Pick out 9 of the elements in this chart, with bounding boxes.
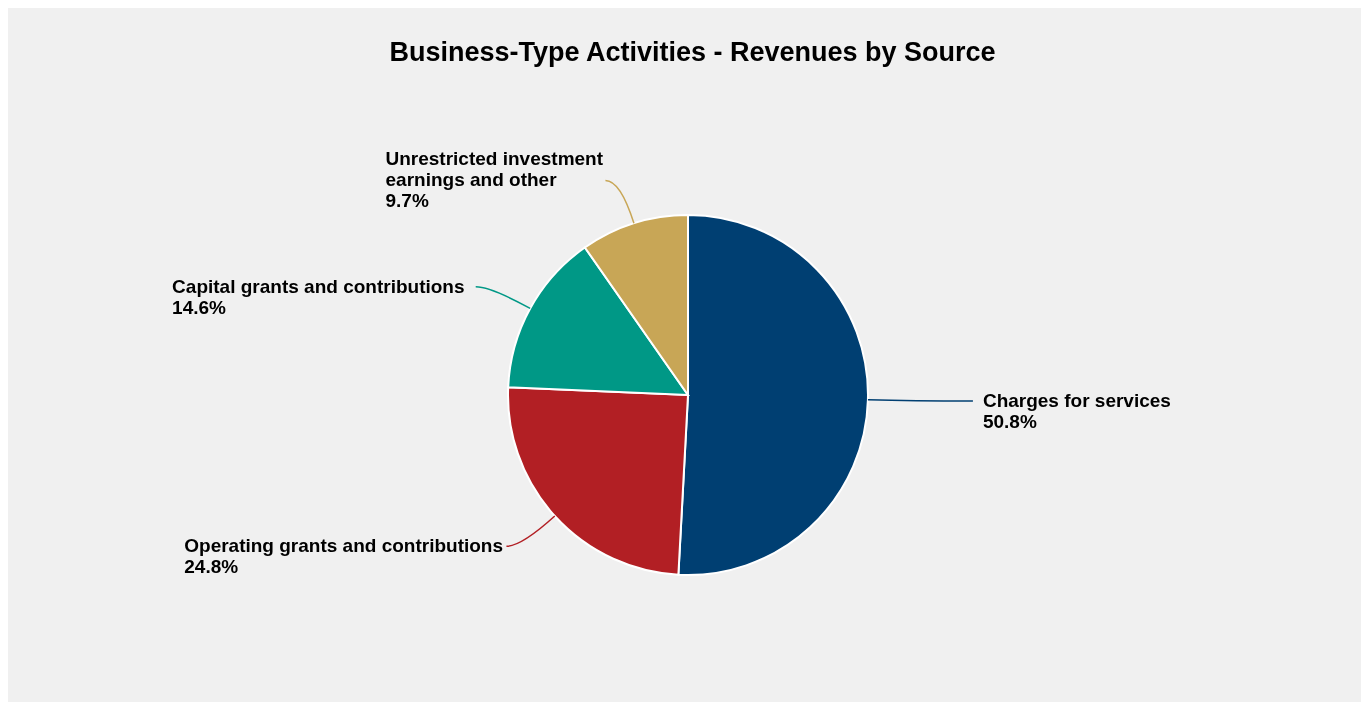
chart-title: Business-Type Activities - Revenues by Source	[389, 37, 996, 67]
slice-label: Charges for services	[982, 390, 1171, 412]
slice-label: Capital grants and contributions	[172, 275, 465, 297]
data-label: 14.6%	[172, 296, 227, 318]
slice-label: Operating grants and contributions	[184, 535, 504, 557]
data-label: 50.8%	[982, 411, 1037, 433]
data-label: 24.8%	[184, 556, 239, 578]
data-label: 9.7%	[385, 190, 429, 212]
slice-label: Unrestricted investment earnings and other	[385, 148, 604, 191]
